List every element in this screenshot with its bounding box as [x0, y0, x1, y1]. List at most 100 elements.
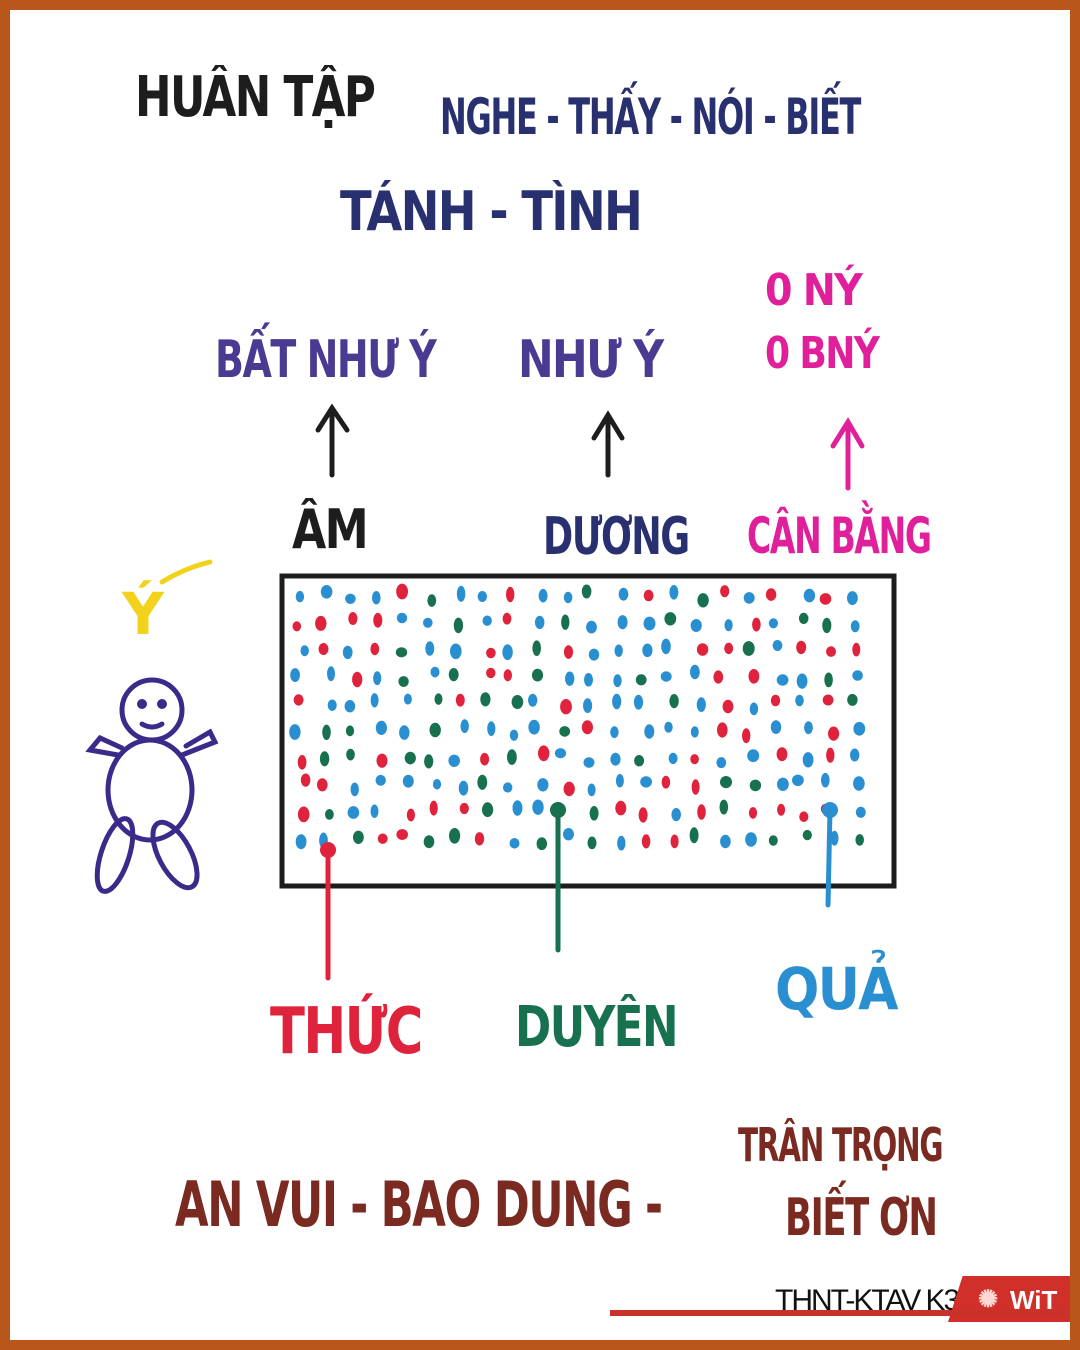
- dot: [614, 644, 623, 657]
- dot: [528, 693, 538, 707]
- dot: [661, 638, 671, 655]
- dot: [345, 593, 356, 604]
- dot: [720, 834, 731, 849]
- dot: [376, 753, 388, 768]
- dot: [370, 693, 379, 708]
- dot: [482, 615, 492, 626]
- dot: [430, 666, 440, 678]
- dot: [587, 783, 596, 797]
- dot: [852, 642, 861, 657]
- dot: [802, 752, 814, 768]
- dot: [486, 667, 496, 679]
- sketch-layer: [85, 403, 897, 981]
- dot: [745, 832, 757, 847]
- dot: [512, 800, 523, 816]
- dot: [747, 749, 760, 763]
- dot: [532, 799, 544, 815]
- dot: [450, 643, 462, 660]
- dot: [344, 700, 356, 713]
- dot: [697, 804, 706, 820]
- dot: [342, 645, 353, 660]
- dot: [559, 726, 571, 737]
- dot: [480, 752, 490, 766]
- dot: [804, 721, 813, 735]
- dot: [642, 643, 653, 658]
- dot: [429, 800, 438, 816]
- dot: [424, 754, 434, 769]
- dot: [615, 800, 627, 816]
- dot: [776, 674, 789, 686]
- dot: [792, 774, 804, 786]
- dot: [742, 641, 755, 656]
- dot: [375, 720, 387, 736]
- dot: [511, 695, 524, 709]
- dot: [821, 772, 830, 788]
- dot: [318, 643, 329, 655]
- dot: [777, 777, 789, 791]
- dot: [670, 834, 679, 849]
- dot: [668, 752, 678, 765]
- dot: [327, 699, 337, 711]
- dot: [502, 612, 512, 625]
- dot: [719, 799, 729, 815]
- dot: [289, 724, 301, 740]
- attitude-left-text: AN VUI - BAO DUNG -: [175, 1168, 663, 1241]
- nature-text: TÁNH - TÌNH: [340, 180, 643, 243]
- dot: [720, 776, 732, 789]
- dot: [583, 757, 595, 768]
- arrow-up-icon: [591, 410, 625, 478]
- dot: [724, 619, 733, 632]
- column-balance-top-1: 0 NÝ: [765, 265, 863, 316]
- dot: [507, 749, 517, 765]
- dot: [315, 615, 327, 631]
- qua-label: QUẢ: [775, 955, 899, 1023]
- dot: [743, 592, 755, 604]
- dot: [830, 830, 839, 846]
- column-balance-top-2: 0 BNÝ: [765, 328, 880, 379]
- dot: [434, 693, 443, 705]
- dot: [396, 612, 408, 624]
- dot: [292, 621, 302, 632]
- dot: [612, 693, 622, 710]
- dot: [696, 643, 709, 656]
- dot: [690, 664, 700, 680]
- dot: [477, 591, 487, 602]
- dot: [423, 835, 435, 849]
- dot: [297, 755, 307, 770]
- dot: [563, 645, 574, 659]
- dot: [748, 807, 758, 819]
- dot: [826, 646, 836, 657]
- person-icon: [85, 677, 219, 894]
- arrow-up-icon: [830, 417, 865, 491]
- dot: [768, 835, 778, 846]
- dot: [824, 672, 833, 688]
- dot: [503, 782, 513, 793]
- dot: [634, 755, 645, 767]
- dot: [643, 589, 654, 602]
- dot: [855, 834, 864, 846]
- dot: [300, 773, 311, 787]
- dot: [770, 694, 781, 707]
- dots-field: [289, 583, 866, 851]
- dot: [749, 779, 762, 792]
- y-label: Ý: [122, 580, 164, 648]
- dot: [474, 832, 485, 846]
- title-text: HUÂN TẬP: [135, 65, 376, 130]
- dot: [537, 778, 549, 792]
- dot: [853, 776, 865, 791]
- dot: [538, 745, 550, 762]
- dot: [477, 774, 488, 790]
- dot: [671, 808, 681, 822]
- dot: [395, 647, 408, 658]
- dot: [295, 834, 307, 850]
- dot: [350, 782, 359, 797]
- dot: [617, 615, 628, 630]
- dot: [776, 747, 788, 762]
- dot: [822, 617, 832, 634]
- dot: [798, 612, 809, 625]
- dot: [348, 612, 358, 625]
- dot: [561, 614, 570, 630]
- dot: [716, 757, 727, 769]
- dot: [346, 748, 355, 761]
- dot: [850, 748, 860, 762]
